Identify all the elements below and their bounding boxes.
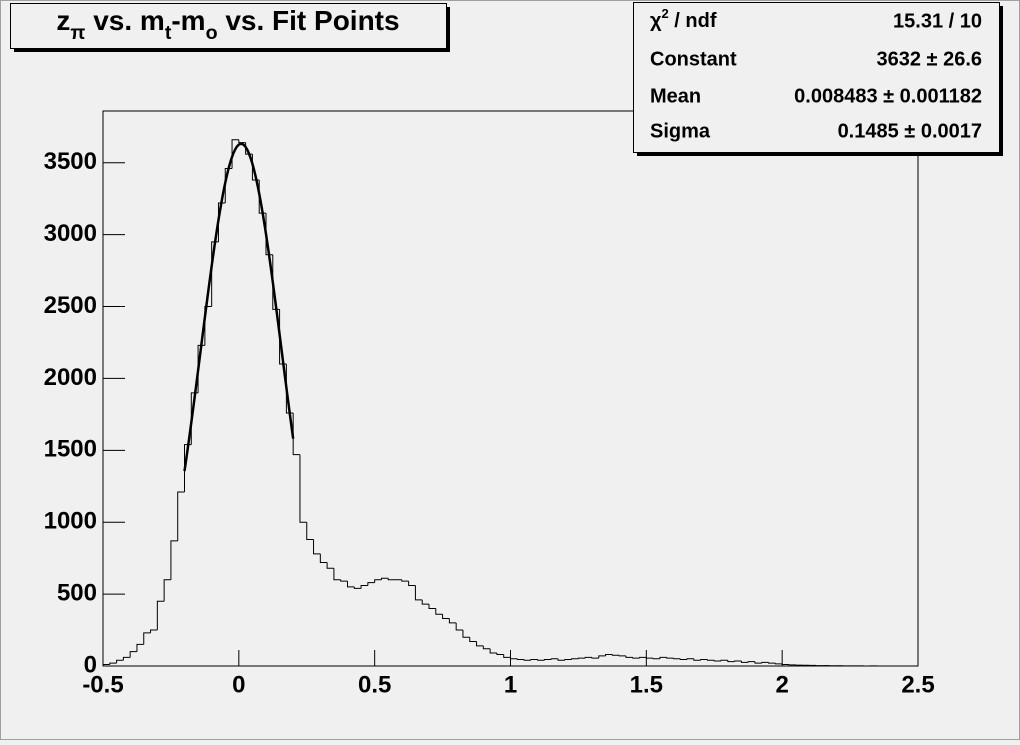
x-tick-label: 0.5: [358, 671, 391, 698]
stat-value: 0.1485 ± 0.0017: [838, 120, 982, 142]
x-tick-label: 1: [504, 671, 517, 698]
stat-name: χ2 / ndf: [650, 6, 717, 32]
text-part: vs. Fit Points: [218, 5, 400, 36]
y-tick-label: 500: [57, 579, 97, 606]
text-part: vs. m: [85, 5, 164, 36]
y-tick-label: 2000: [44, 364, 97, 391]
stat-value: 0.008483 ± 0.001182: [794, 85, 982, 107]
x-tick-label: 0: [232, 671, 245, 698]
text-part: -m: [171, 5, 205, 36]
y-tick-label: 3500: [44, 148, 97, 175]
stat-value: 3632 ± 26.6: [876, 48, 982, 70]
x-tick-label: 2.5: [901, 671, 934, 698]
text-part: / ndf: [669, 10, 717, 32]
text-part: z: [56, 5, 70, 36]
text-part: χ: [650, 10, 662, 32]
y-tick-label: 1000: [44, 508, 97, 535]
text-part: o: [206, 22, 218, 44]
x-tick-label: 2: [775, 671, 788, 698]
y-tick-label: 3000: [44, 220, 97, 247]
y-tick-label: 2500: [44, 292, 97, 319]
x-tick-label: -0.5: [82, 671, 123, 698]
stat-name: Mean: [650, 85, 701, 107]
text-part: π: [70, 22, 85, 44]
stat-name: Constant: [650, 48, 737, 70]
text-part: 2: [662, 6, 669, 21]
stat-name: Sigma: [650, 120, 711, 142]
x-tick-label: 1.5: [630, 671, 663, 698]
stat-value: 15.31 / 10: [893, 10, 982, 32]
y-tick-label: 1500: [44, 436, 97, 463]
